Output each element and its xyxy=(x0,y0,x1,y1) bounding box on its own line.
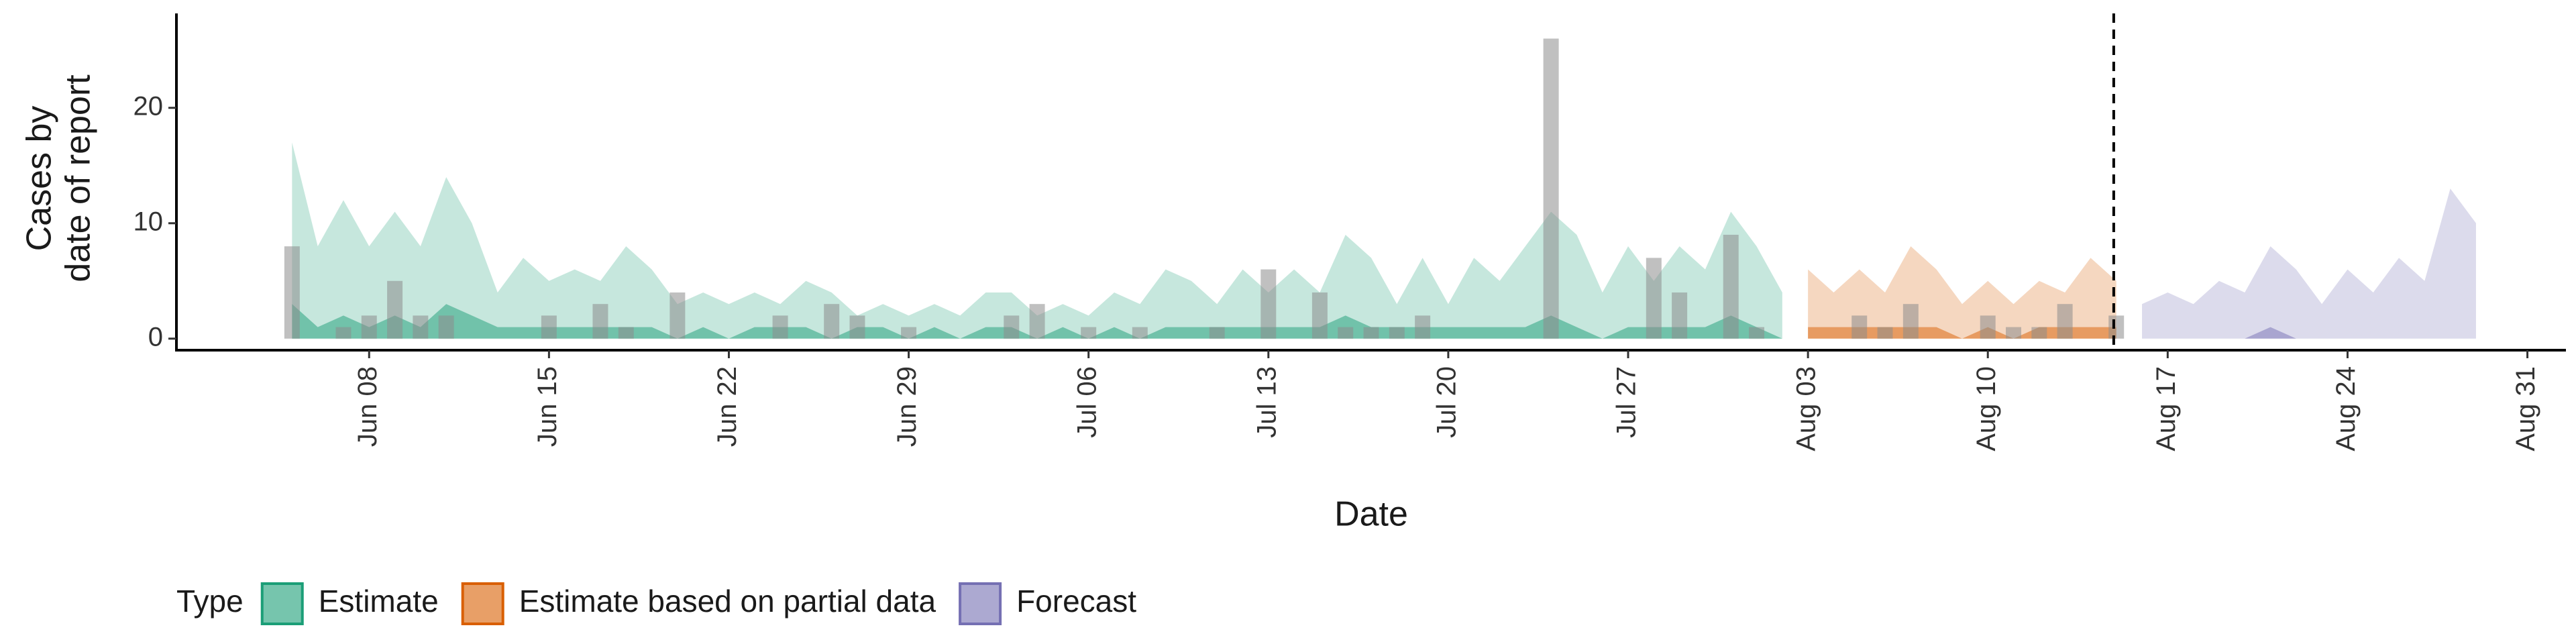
bar xyxy=(1389,327,1405,339)
x-axis-title: Date xyxy=(1334,495,1408,534)
axes: 0 10 20 Jun 08 Jun 15 Jun 22 Jun 29 Jul 06 Jul 1… xyxy=(20,13,2566,534)
y-tick-label: 10 xyxy=(133,207,164,236)
bar xyxy=(1851,315,1868,339)
bar xyxy=(592,304,608,339)
bar xyxy=(361,315,377,339)
bar xyxy=(618,327,634,339)
bar xyxy=(1004,315,1020,339)
bar xyxy=(387,280,403,339)
bar xyxy=(669,292,686,339)
x-tick-label: Jun 15 xyxy=(533,366,562,447)
ribbon-outer xyxy=(2142,189,2476,339)
bar xyxy=(1902,304,1919,339)
y-tick-label: 0 xyxy=(148,322,163,352)
bar xyxy=(2031,327,2047,339)
bar xyxy=(772,315,788,339)
bar xyxy=(2057,304,2073,339)
bar xyxy=(1980,315,1996,339)
bar xyxy=(438,315,454,339)
bar xyxy=(901,327,917,339)
x-tick-label: Jul 13 xyxy=(1252,366,1281,438)
bar xyxy=(1877,327,1893,339)
y-tick-label: 20 xyxy=(133,91,164,121)
bar xyxy=(1311,292,1328,339)
x-tick-label: Aug 24 xyxy=(2331,366,2361,451)
y-axis-title: date of report xyxy=(59,74,98,282)
bar xyxy=(541,315,557,339)
bar xyxy=(1672,292,1688,339)
legend-swatch xyxy=(260,582,304,625)
ribbon-outer xyxy=(292,142,1782,339)
bar xyxy=(413,315,429,339)
x-tick-label: Jun 22 xyxy=(712,366,742,447)
bar xyxy=(824,304,840,339)
bars xyxy=(284,38,2125,339)
legend-swatch xyxy=(461,582,504,625)
x-tick-label: Aug 03 xyxy=(1792,366,1821,451)
x-tick-label: Jul 27 xyxy=(1612,366,1642,438)
bar xyxy=(2108,315,2125,339)
legend-label: Estimate xyxy=(319,584,439,619)
x-tick-label: Aug 10 xyxy=(1972,366,2001,451)
bar xyxy=(1543,38,1559,339)
areas xyxy=(292,142,2476,339)
x-tick-label: Jun 08 xyxy=(353,366,382,447)
legend-swatch xyxy=(959,582,1002,625)
bar xyxy=(849,315,865,339)
bar xyxy=(1209,327,1225,339)
bar xyxy=(1029,304,1045,339)
bar xyxy=(1646,258,1662,339)
x-tick-label: Aug 31 xyxy=(2511,366,2540,451)
bar xyxy=(1260,269,1277,339)
bar xyxy=(2006,327,2022,339)
legend-label: Forecast xyxy=(1016,584,1136,619)
x-tick-label: Jul 20 xyxy=(1432,366,1461,438)
bar xyxy=(284,246,300,339)
bar xyxy=(1723,234,1739,339)
bar xyxy=(1415,315,1431,339)
bar xyxy=(1338,327,1354,339)
bar xyxy=(1132,327,1148,339)
ribbon-outer xyxy=(1808,246,2116,339)
ribbon-inner xyxy=(292,304,1782,339)
x-tick-label: Aug 17 xyxy=(2151,366,2181,451)
legend-label: Estimate based on partial data xyxy=(519,584,936,619)
bar xyxy=(1363,327,1379,339)
y-axis-title: Cases by xyxy=(20,106,59,252)
legend: Type Estimate Estimate based on partial da… xyxy=(176,582,1136,625)
bar xyxy=(335,327,352,339)
legend-title: Type xyxy=(176,584,244,619)
x-tick-label: Jun 29 xyxy=(892,366,922,447)
bar xyxy=(1081,327,1097,339)
bar xyxy=(1749,327,1765,339)
x-tick-label: Jul 06 xyxy=(1072,366,1102,438)
